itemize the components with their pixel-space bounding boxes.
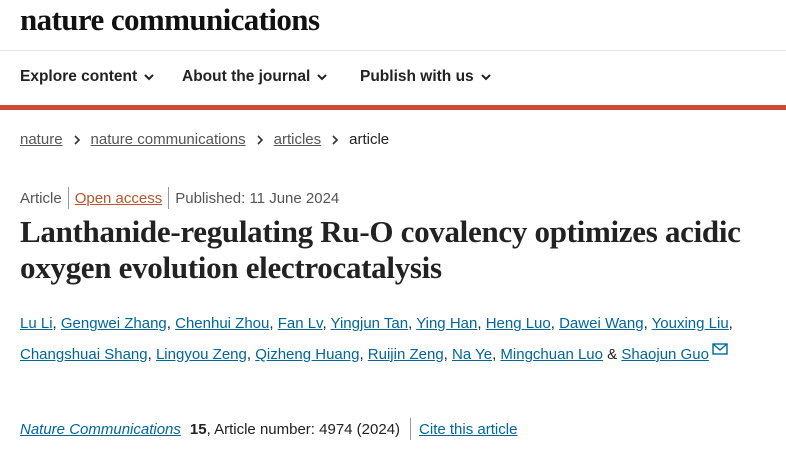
nav-label[interactable]: About the journal [182,68,311,85]
author-link[interactable]: Shaojun Guo [621,346,709,363]
author-separator: , [643,315,648,332]
author-link[interactable]: Changshuai Shang [20,346,148,363]
divider [0,50,786,51]
author-separator: , [246,346,252,363]
author-separator: , [408,315,413,332]
author-link[interactable]: Chenhui Zhou [175,315,270,332]
crumb-chevron [332,134,339,145]
author-link[interactable]: Ying Han [416,315,478,332]
breadcrumb[interactable]: articles [273,131,322,148]
cite-link[interactable]: Cite this article [419,420,518,438]
author-separator: , [359,346,364,363]
author-link[interactable]: Heng Luo [485,315,551,332]
chevron [480,74,491,81]
citation: Nature Communications 15 , Article numbe… [20,418,517,440]
nav-item[interactable]: Explore content [20,68,155,86]
journal-link[interactable]: Nature Communications [20,420,181,438]
citation-details: , Article number: 4974 (2024) [206,420,401,438]
crumb-chevron [73,134,80,145]
author-link[interactable]: Dawei Wang [559,315,644,332]
author-separator: , [147,346,152,363]
author-separator: , [322,315,327,332]
author-separator: , [269,315,274,332]
open-access[interactable]: Open access [74,189,163,207]
separator [168,187,170,209]
crumb-chevron [257,134,263,145]
author-separator: , [477,315,482,332]
author-link[interactable]: Qizheng Huang [255,346,360,363]
published-date: Published: 11 June 2024 [175,189,340,207]
separator [410,418,412,440]
author-list: Lu Li, Gengwei Zhang, Chenhui Zhou, Fan … [20,308,770,370]
author-separator: , [492,346,497,363]
author-link[interactable]: Na Ye [452,346,493,363]
author-separator: , [443,346,448,363]
author-link[interactable]: Ruijin Zeng [367,346,444,363]
chevron [317,74,328,81]
accent-bar [0,105,786,110]
email-icon[interactable] [712,343,728,355]
nav-item[interactable]: Publish with us [360,68,492,86]
logo[interactable]: nature communications [20,2,320,37]
author-separator: , [728,315,733,332]
nav-label[interactable]: Publish with us [360,68,474,85]
chevron [144,74,154,81]
author-conjunction: & [607,346,618,363]
nav-item[interactable]: About the journal [182,68,328,86]
article-type: Article [20,189,62,207]
author-separator: , [550,315,555,332]
breadcrumb-current: article [349,131,390,148]
breadcrumbs: nature nature communications articles ar… [20,131,389,148]
author-separator: , [166,315,171,332]
article-meta: Article Open access Published: 11 June 2… [20,187,339,209]
author-separator: , [52,315,57,332]
author-link[interactable]: Lu Li [20,315,53,332]
author-link[interactable]: Gengwei Zhang [60,315,167,332]
author-link[interactable]: Yingjun Tan [330,315,409,332]
separator [67,187,69,209]
author-link[interactable]: Youxing Liu [651,315,729,332]
author-link[interactable]: Mingchuan Luo [500,346,603,363]
volume: 15 [189,420,207,438]
breadcrumb[interactable]: nature communications [90,131,246,148]
author-link[interactable]: Fan Lv [277,315,323,332]
nav-label[interactable]: Explore content [20,68,138,85]
author-link[interactable]: Lingyou Zeng [155,346,247,363]
article-title: Lanthanide-regulating Ru-O covalency opt… [20,214,741,285]
breadcrumb[interactable]: nature [20,131,63,148]
